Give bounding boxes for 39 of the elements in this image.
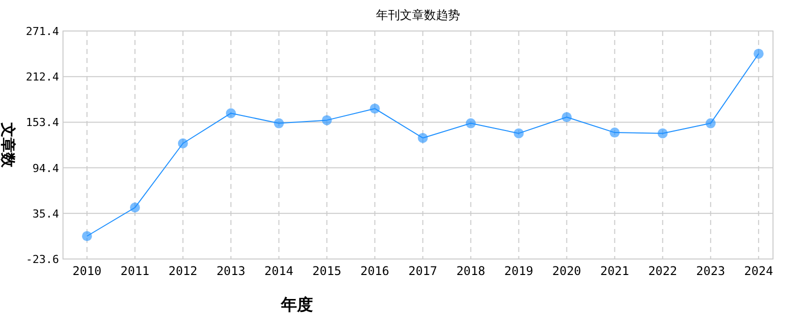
point [82, 231, 92, 242]
x-tick-label: 2010 [72, 264, 102, 278]
x-tick-label: 2013 [216, 264, 246, 278]
x-axis-title: 年度 [280, 295, 313, 314]
point [610, 128, 620, 138]
x-tick-label: 2011 [120, 264, 150, 278]
x-tick-label: 2018 [456, 264, 486, 278]
point [706, 118, 716, 128]
x-tick-label: 2017 [408, 264, 438, 278]
y-tick-label: 212.4 [26, 70, 60, 84]
point [226, 108, 236, 118]
x-tick-label: 2021 [600, 264, 630, 278]
y-tick-label: -23.6 [26, 253, 59, 266]
point [178, 138, 188, 148]
point [514, 128, 524, 138]
point [274, 118, 284, 128]
x-tick-label: 2023 [696, 264, 726, 278]
point [466, 118, 476, 128]
point [322, 115, 332, 126]
x-tick-label: 2014 [264, 264, 294, 278]
x-tick-label: 2020 [552, 264, 582, 278]
point [418, 132, 428, 143]
point [370, 104, 380, 114]
chart-title: 年刊文章数趋势 [376, 8, 460, 22]
point [754, 48, 764, 59]
y-tick-label: 153.4 [26, 116, 60, 130]
point [562, 112, 572, 122]
x-tick-label: 2012 [168, 264, 198, 278]
x-tick-label: 2022 [648, 264, 678, 278]
x-tick-label: 2024 [744, 264, 774, 278]
x-tick-label: 2016 [360, 264, 390, 278]
point [130, 202, 140, 213]
x-tick-label: 2015 [312, 264, 342, 278]
point [658, 128, 668, 138]
y-tick-label: 94.4 [32, 162, 60, 175]
y-tick-label: 271.4 [26, 25, 60, 38]
x-tick-label: 2019 [504, 264, 534, 278]
y-axis-title: 文章数 [0, 122, 17, 168]
y-tick-label: 35.4 [32, 207, 60, 220]
